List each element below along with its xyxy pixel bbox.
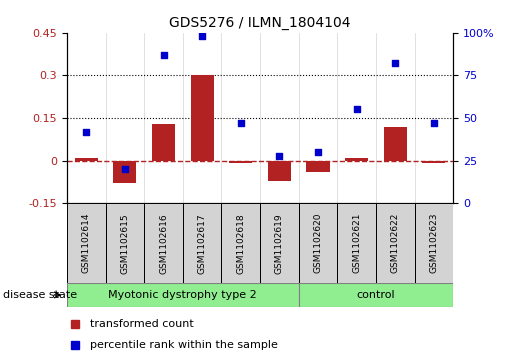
Text: Myotonic dystrophy type 2: Myotonic dystrophy type 2 [109, 290, 257, 300]
Text: disease state: disease state [3, 290, 77, 300]
Text: GSM1102621: GSM1102621 [352, 213, 361, 273]
Bar [415, 203, 453, 283]
Text: transformed count: transformed count [90, 319, 194, 329]
Point [275, 152, 283, 158]
Text: GSM1102615: GSM1102615 [121, 213, 129, 274]
Text: GSM1102617: GSM1102617 [198, 213, 207, 274]
Bar [152, 124, 175, 160]
Bar [75, 158, 98, 160]
Bar [191, 75, 214, 160]
Bar [106, 203, 144, 283]
Text: GSM1102616: GSM1102616 [159, 213, 168, 274]
Bar [384, 127, 407, 160]
Bar [337, 203, 376, 283]
Bar [299, 283, 453, 307]
Text: percentile rank within the sample: percentile rank within the sample [90, 340, 278, 350]
Text: GSM1102618: GSM1102618 [236, 213, 245, 274]
Point [159, 52, 167, 58]
Bar [422, 160, 445, 163]
Bar [221, 203, 260, 283]
Bar [144, 203, 183, 283]
Text: control: control [356, 290, 396, 300]
Text: GSM1102619: GSM1102619 [275, 213, 284, 274]
Point [198, 33, 206, 39]
Point [236, 120, 245, 126]
Point [352, 107, 360, 113]
Point [430, 120, 438, 126]
Text: GSM1102623: GSM1102623 [430, 213, 438, 273]
Bar [113, 160, 136, 183]
Bar [306, 160, 330, 172]
Point [82, 129, 91, 135]
Point [314, 149, 322, 155]
Text: GSM1102620: GSM1102620 [314, 213, 322, 273]
Bar [67, 283, 299, 307]
Bar [345, 158, 368, 160]
Text: GSM1102614: GSM1102614 [82, 213, 91, 273]
Bar [67, 203, 106, 283]
Bar [268, 160, 291, 180]
Title: GDS5276 / ILMN_1804104: GDS5276 / ILMN_1804104 [169, 16, 351, 30]
Point [121, 166, 129, 172]
Bar [260, 203, 299, 283]
Point [391, 61, 400, 66]
Text: GSM1102622: GSM1102622 [391, 213, 400, 273]
Bar [229, 160, 252, 163]
Bar [299, 203, 337, 283]
Bar [376, 203, 415, 283]
Bar [183, 203, 221, 283]
